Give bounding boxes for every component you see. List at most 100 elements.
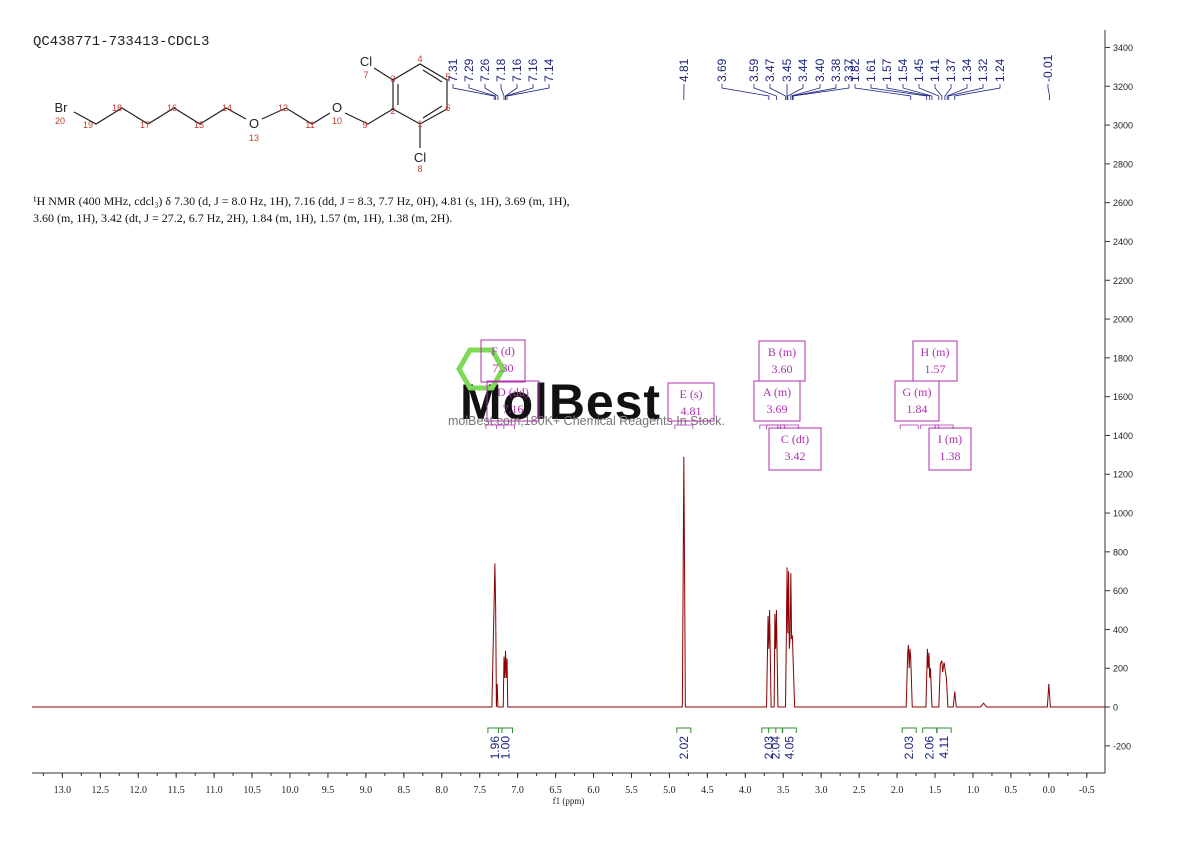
integral-label: 4.05 <box>782 736 796 760</box>
y-tick-label: 1800 <box>1113 353 1133 363</box>
watermark-logo <box>456 347 506 391</box>
integral-label: 2.04 <box>769 736 783 760</box>
x-tick-label: 4.0 <box>739 785 752 796</box>
multiplet-box <box>894 380 940 422</box>
locant-label: 18 <box>112 103 122 113</box>
peak-label: 3.37 <box>842 58 856 82</box>
locant-label: 2 <box>390 106 395 116</box>
y-tick-label: 2600 <box>1113 198 1133 208</box>
y-tick-label: 800 <box>1113 547 1128 557</box>
x-tick-label: 2.5 <box>853 785 866 796</box>
peak-connector <box>946 84 968 100</box>
peak-label: 7.29 <box>462 58 476 82</box>
peak-label: 7.16 <box>510 58 524 82</box>
multiplet-bracket <box>899 424 919 429</box>
bond <box>344 108 394 125</box>
x-tick-label: 10.0 <box>281 785 299 796</box>
x-tick-label: 1.5 <box>929 785 942 796</box>
locant-label: 14 <box>222 103 232 113</box>
peak-label: 1.54 <box>896 58 910 82</box>
peak-label: 1.24 <box>993 58 1007 82</box>
integral-bracket <box>936 727 952 733</box>
multiplet-bracket <box>496 424 515 429</box>
multiplet-label: C (dt) <box>781 432 809 446</box>
peak-connector <box>468 84 497 100</box>
integral-bracket <box>676 727 692 733</box>
y-tick-label: 1400 <box>1113 431 1133 441</box>
bond <box>261 107 331 125</box>
x-tick-label: 6.0 <box>587 785 600 796</box>
locant-label: 16 <box>167 103 177 113</box>
x-tick-label: 11.5 <box>168 785 185 796</box>
atom-label: O <box>249 116 259 131</box>
x-tick-label: 7.5 <box>473 785 486 796</box>
structure-bonds <box>73 63 448 148</box>
peak-label: 3.38 <box>829 58 843 82</box>
x-tick-label: 3.5 <box>777 785 790 796</box>
x-tick-label: 13.0 <box>54 785 72 796</box>
locant-label: 1 <box>417 119 422 129</box>
peak-connector <box>954 84 1001 100</box>
x-tick-label: 10.5 <box>243 785 261 796</box>
y-tick-label: 1600 <box>1113 392 1133 402</box>
x-tick-label: 0.5 <box>1005 785 1018 796</box>
multiplet-label: B (m) <box>768 345 796 359</box>
integral-label: 1.00 <box>499 736 513 760</box>
integral-label: 2.02 <box>677 736 691 760</box>
peak-connector <box>769 84 786 100</box>
multiplet-box <box>928 427 972 471</box>
peak-label: 4.81 <box>677 58 691 82</box>
peak-label: 3.59 <box>747 58 761 82</box>
y-tick-label: 200 <box>1113 664 1128 674</box>
peak-connector <box>452 84 495 100</box>
bond <box>73 107 247 125</box>
peak-connector <box>787 84 804 100</box>
multiplet-shift: 7.30 <box>493 361 514 375</box>
multiplet-label: G (m) <box>903 385 932 399</box>
peak-connector <box>934 84 943 100</box>
double-bond <box>422 69 443 83</box>
locant-label: 19 <box>83 120 93 130</box>
spectrum-line <box>32 456 1105 708</box>
peak-connector <box>854 84 912 100</box>
multiplet-shift: 7.16 <box>503 402 524 416</box>
peak-connector <box>790 84 821 100</box>
x-tick-label: 6.5 <box>549 785 562 796</box>
peak-label: 7.16 <box>526 58 540 82</box>
multiplet-shift: 3.42 <box>785 449 806 463</box>
atom-label: Cl <box>360 54 372 69</box>
peak-label: 3.45 <box>780 58 794 82</box>
multiplet-box <box>768 427 822 471</box>
peak-label: 3.44 <box>796 58 810 82</box>
locant-label: 4 <box>417 54 422 64</box>
locant-label: 20 <box>55 116 65 126</box>
peak-connector <box>505 84 534 100</box>
peak-label: 1.45 <box>912 58 926 82</box>
y-tick-label: 0 <box>1113 703 1118 713</box>
multiplet-bracket <box>485 424 505 429</box>
y-tick-label: 400 <box>1113 625 1128 635</box>
peak-connector <box>791 84 837 100</box>
y-tick-label: 2800 <box>1113 159 1133 169</box>
peak-connector <box>500 84 505 100</box>
locant-label: 10 <box>332 116 342 126</box>
x-tick-label: 11.0 <box>206 785 223 796</box>
x-tick-label: 5.5 <box>625 785 638 796</box>
x-tick-label: 3.0 <box>815 785 828 796</box>
peak-connector <box>944 84 952 100</box>
multiplet-shift: 1.38 <box>940 449 961 463</box>
x-tick-label: 1.0 <box>967 785 980 796</box>
x-tick-label: 5.0 <box>663 785 676 796</box>
x-tick-label: 7.0 <box>511 785 524 796</box>
y-tick-label: 1200 <box>1113 470 1133 480</box>
integral-bracket <box>487 727 503 733</box>
multiplet-bracket <box>779 424 799 429</box>
peak-label: 1.32 <box>976 58 990 82</box>
y-tick-label: 1000 <box>1113 509 1133 519</box>
multiplet-box <box>480 339 526 383</box>
y-tick-label: 2400 <box>1113 237 1133 247</box>
multiplet-label: F (d) <box>491 344 515 358</box>
peak-label: 7.18 <box>494 58 508 82</box>
peak-label: 1.41 <box>928 58 942 82</box>
